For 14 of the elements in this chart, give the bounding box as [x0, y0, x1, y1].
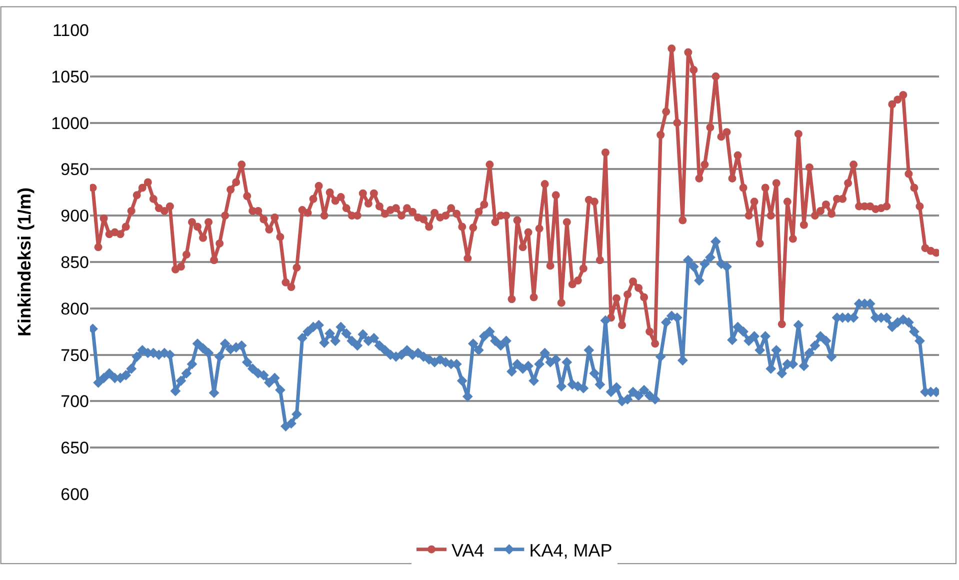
y-axis-title: Kinkindeksi (1/m)	[14, 187, 34, 337]
y-tick-label: 1000	[51, 114, 89, 133]
y-tick-label: 650	[60, 438, 89, 458]
y-tick-label: 700	[60, 392, 89, 412]
y-tick-label: 950	[60, 160, 89, 180]
y-tick-label: 900	[60, 206, 89, 226]
y-tick-label: 1050	[51, 67, 89, 86]
y-tick-label: 800	[60, 299, 89, 318]
y-tick-label: 850	[60, 252, 89, 272]
y-tick-label: 600	[60, 484, 89, 504]
y-tick-label: 1100	[52, 20, 89, 40]
legend-label: VA4	[452, 540, 484, 560]
legend-label: KA4, MAP	[529, 540, 612, 560]
y-tick-label: 750	[60, 346, 89, 365]
